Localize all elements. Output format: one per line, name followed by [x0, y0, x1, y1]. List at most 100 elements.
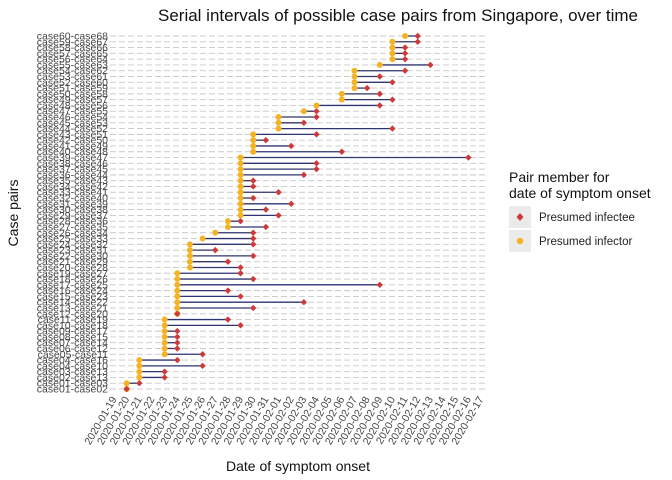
infectee-point — [250, 235, 257, 242]
infectee-point — [136, 380, 143, 387]
infectee-point — [313, 160, 320, 167]
infector-point — [275, 114, 282, 121]
infector-point — [136, 368, 143, 375]
y-tick-label: case32-case40 — [37, 193, 108, 205]
infector-point — [174, 299, 181, 306]
infectee-point — [338, 148, 345, 155]
legend-title-line2: date of symptom onset — [509, 185, 651, 201]
y-tick-label: case57-case65 — [37, 48, 108, 60]
infectee-point — [376, 90, 383, 98]
y-tick-label: case07-case14 — [37, 337, 108, 349]
infectee-point — [300, 298, 308, 306]
y-tick-label: case56-case64 — [37, 54, 108, 66]
infectee-point — [224, 287, 232, 294]
infectee-point — [237, 264, 244, 271]
y-tick-label: case52-case60 — [37, 77, 108, 89]
infectee-point — [300, 171, 308, 179]
infector-point — [351, 79, 358, 86]
infectee-point — [275, 189, 282, 196]
y-tick-label: case51-case59 — [37, 83, 108, 95]
y-tick-label: case53-case61 — [37, 71, 108, 83]
infectee-point — [313, 113, 320, 121]
infector-point — [174, 276, 181, 283]
infectee-point — [376, 73, 383, 80]
infectee-point — [174, 310, 181, 317]
infector-point — [136, 357, 143, 364]
infectee-point — [237, 322, 244, 329]
infector-point — [174, 293, 181, 300]
infectee-point — [224, 258, 232, 265]
y-tick-label: case21-case29 — [37, 256, 108, 268]
y-tick-label: case10-case18 — [37, 320, 108, 332]
y-tick-label: case01-case02 — [37, 384, 108, 396]
infector-point — [237, 195, 244, 202]
legend-circle-icon — [516, 237, 524, 245]
infectee-point — [199, 351, 206, 358]
infector-point — [237, 189, 244, 196]
infector-point — [161, 339, 168, 346]
infector-point — [250, 148, 257, 155]
infector-point — [186, 252, 193, 259]
y-tick-label: case46-case54 — [37, 112, 108, 124]
y-tick-label: case09-case17 — [37, 326, 108, 338]
y-tick-label: case14-case22 — [37, 297, 108, 309]
y-tick-label: case05-case11 — [38, 349, 109, 361]
infectee-point — [376, 102, 383, 109]
infector-point — [224, 223, 231, 230]
infectee-point — [250, 241, 257, 248]
y-tick-label: case38-case46 — [37, 158, 108, 170]
infectee-point — [313, 108, 320, 115]
y-tick-label: case22-case30 — [37, 250, 108, 262]
y-tick-label: case55-case63 — [37, 59, 108, 71]
infector-point — [237, 154, 244, 161]
infector-point — [351, 85, 358, 92]
infectee-point — [237, 217, 244, 225]
infectee-point — [300, 119, 308, 127]
infectee-point — [287, 142, 295, 150]
infector-point — [237, 177, 244, 184]
infector-point — [237, 200, 244, 207]
y-tick-label: case45-case53 — [37, 117, 108, 129]
infector-point — [402, 33, 409, 39]
infectee-point — [465, 154, 472, 161]
infectee-point — [275, 212, 282, 219]
infectee-point — [250, 229, 257, 236]
y-tick-label: case59-case67 — [37, 36, 108, 48]
infector-point — [224, 218, 231, 225]
y-tick-label: case41-case49 — [37, 140, 108, 152]
y-tick-label: case40-case48 — [37, 146, 108, 158]
infectee-point — [237, 293, 244, 300]
infector-point — [389, 44, 396, 51]
infector-point — [338, 90, 345, 97]
y-tick-label: case29-case37 — [37, 210, 108, 222]
y-tick-label: case33-case41 — [37, 187, 108, 199]
infector-point — [376, 61, 383, 68]
y-tick-label: case04-case16 — [37, 355, 108, 367]
y-tick-label: case25-case33 — [37, 233, 108, 245]
y-tick-label: case60-case68 — [37, 31, 108, 43]
infectee-point — [237, 270, 244, 277]
infectee-point — [287, 200, 295, 208]
y-tick-label: case12-case20 — [37, 308, 108, 320]
infector-point — [300, 108, 307, 115]
infector-point — [237, 206, 244, 213]
infectee-point — [224, 316, 232, 323]
infectee-point — [376, 281, 383, 289]
infector-point — [123, 380, 130, 387]
infectee-point — [313, 165, 320, 173]
chart-title: Serial intervals of possible case pairs … — [158, 6, 638, 25]
y-tick-label: case20-case28 — [37, 262, 108, 274]
infectee-point — [250, 252, 257, 260]
infectee-point — [250, 304, 257, 312]
y-tick-label: case04-case10 — [37, 360, 108, 372]
infectee-point — [389, 125, 396, 132]
infector-point — [136, 374, 143, 381]
y-tick-label: case08-case15 — [37, 331, 108, 343]
y-tick-label: case30-case38 — [37, 204, 108, 216]
infector-point — [161, 345, 168, 352]
infector-point — [250, 142, 257, 149]
infector-point — [351, 73, 358, 80]
y-tick-label: case44-case52 — [37, 123, 108, 135]
infector-point — [275, 125, 282, 132]
